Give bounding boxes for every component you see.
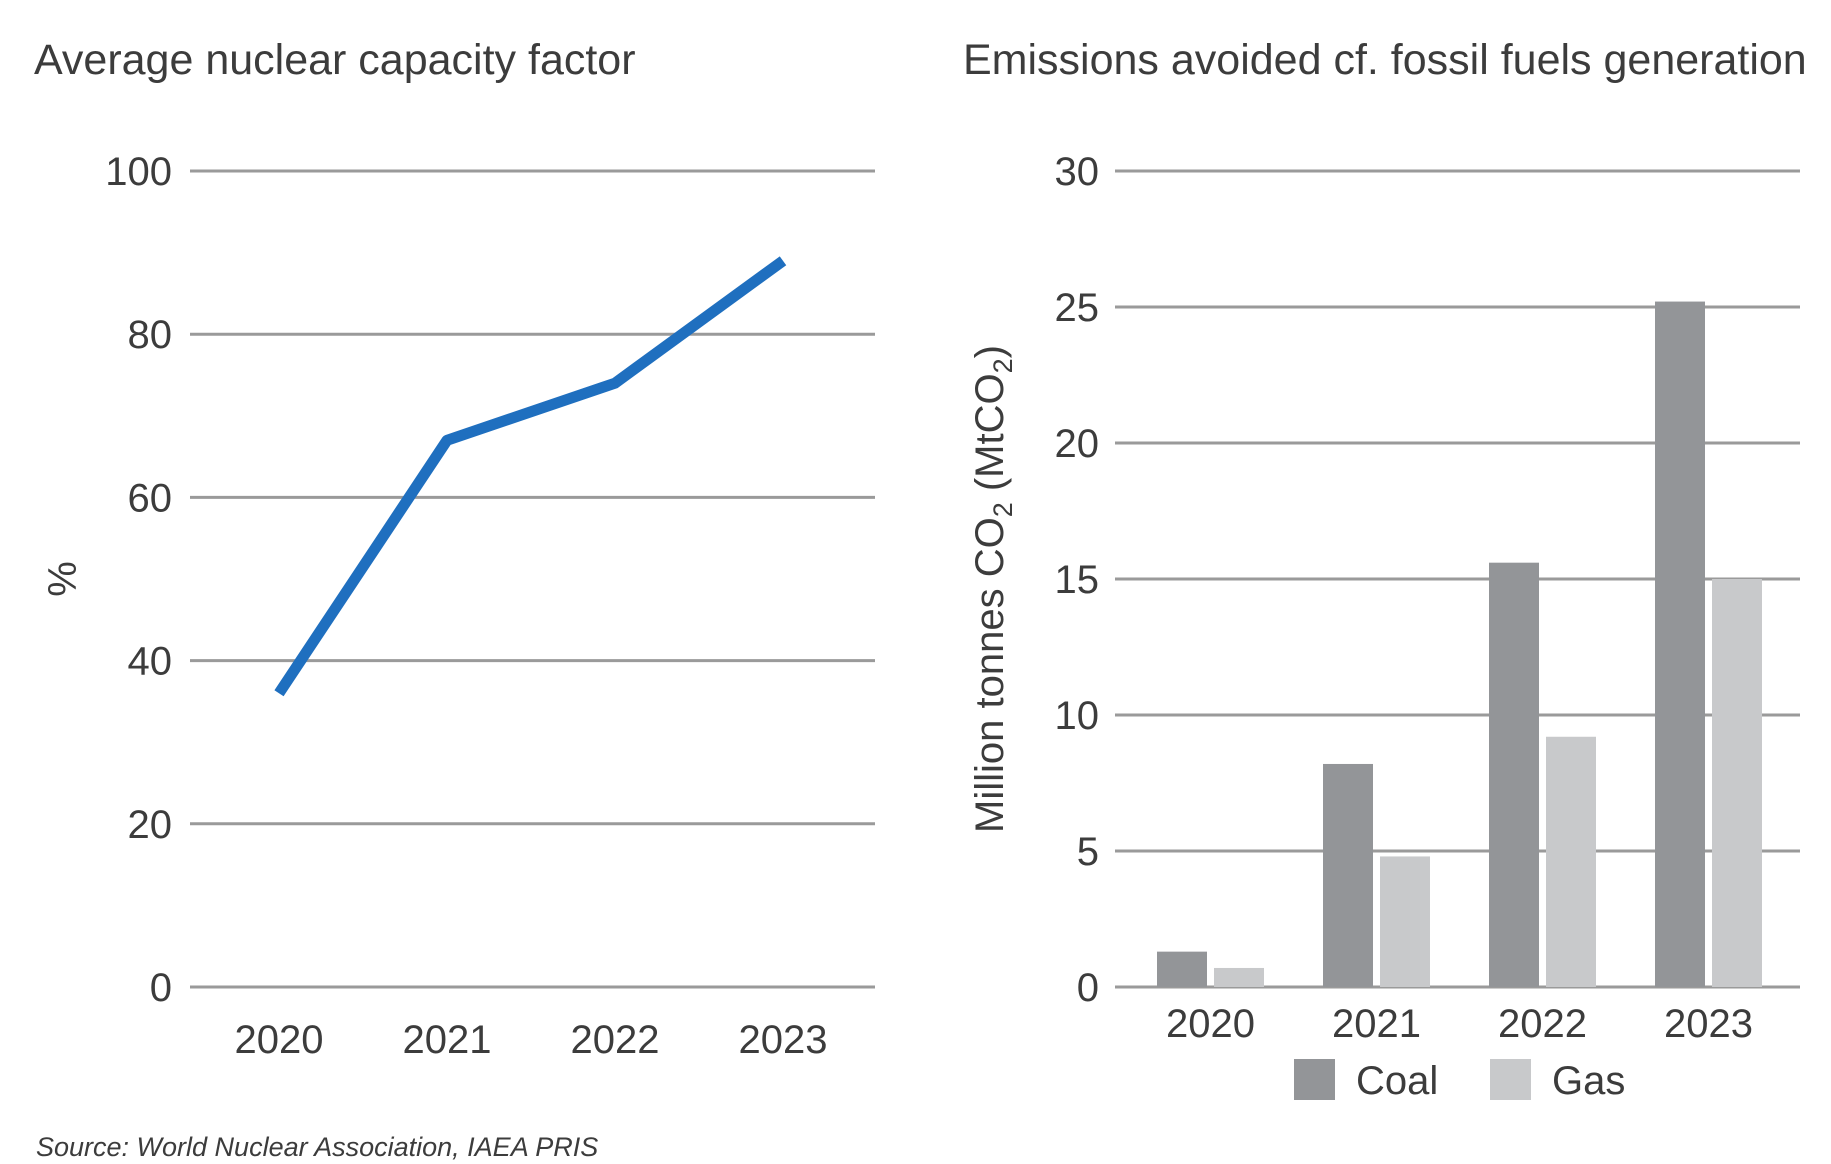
emissions-bars <box>1157 301 1762 987</box>
x-tick-label: 2022 <box>571 1018 660 1062</box>
x-tick-label: 2021 <box>403 1018 492 1062</box>
emissions-avoided-title: Emissions avoided cf. fossil fuels gener… <box>963 36 1807 84</box>
emissions-y-ticks: 0 5 10 15 20 25 30 <box>1055 150 1100 1010</box>
capacity-factor-gridlines <box>190 169 875 989</box>
y-tick-label: 100 <box>105 150 172 194</box>
y-tick-label: 10 <box>1055 694 1100 738</box>
y-tick-label: 60 <box>128 476 173 520</box>
capacity-factor-y-ticks: 0 20 40 60 80 100 <box>105 150 172 1010</box>
x-tick-label: 2023 <box>739 1018 828 1062</box>
ylabel-subscript: 2 <box>988 358 1018 373</box>
y-tick-label: 30 <box>1055 150 1100 194</box>
source-note: Source: World Nuclear Association, IAEA … <box>36 1132 598 1162</box>
x-tick-label: 2020 <box>1166 1002 1255 1046</box>
emissions-avoided-chart: Emissions avoided cf. fossil fuels gener… <box>963 36 1807 1103</box>
capacity-factor-y-axis-label: % <box>41 561 85 597</box>
y-tick-label: 25 <box>1055 286 1100 330</box>
y-tick-label: 80 <box>128 313 173 357</box>
y-tick-label: 15 <box>1055 558 1100 602</box>
bar-gas <box>1546 736 1596 987</box>
ylabel-subscript: 2 <box>988 502 1018 517</box>
y-tick-label: 0 <box>1077 966 1099 1010</box>
bar-gas <box>1214 967 1264 987</box>
x-tick-label: 2022 <box>1498 1002 1587 1046</box>
ylabel-part: ) <box>968 345 1012 358</box>
ylabel-part: (MtCO <box>968 373 1012 502</box>
bar-coal <box>1655 301 1705 987</box>
legend-swatch-gas <box>1490 1059 1531 1100</box>
legend-swatch-coal <box>1294 1059 1335 1100</box>
capacity-factor-title: Average nuclear capacity factor <box>34 36 636 84</box>
legend-label-gas: Gas <box>1552 1059 1625 1103</box>
bar-coal <box>1157 951 1207 987</box>
bar-gas <box>1712 579 1762 987</box>
y-tick-label: 0 <box>150 966 172 1010</box>
capacity-factor-series <box>274 256 787 697</box>
x-tick-label: 2023 <box>1664 1002 1753 1046</box>
y-tick-label: 40 <box>128 640 173 684</box>
ylabel-part: Million tonnes CO <box>968 517 1012 833</box>
emissions-x-ticks: 2020 2021 2022 2023 <box>1166 1002 1753 1046</box>
x-tick-label: 2020 <box>235 1018 324 1062</box>
bar-gas <box>1380 856 1430 987</box>
y-tick-label: 20 <box>128 803 173 847</box>
bar-coal <box>1489 562 1539 987</box>
bar-coal <box>1323 763 1373 987</box>
emissions-y-axis-label: Million tonnes CO2 (MtCO2) <box>968 345 1018 833</box>
capacity-factor-x-ticks: 2020 2021 2022 2023 <box>235 1018 828 1062</box>
legend-label-coal: Coal <box>1356 1059 1438 1103</box>
capacity-factor-chart: Average nuclear capacity factor 0 20 40 60 8… <box>34 36 875 1062</box>
x-tick-label: 2021 <box>1332 1002 1421 1046</box>
y-tick-label: 20 <box>1055 422 1100 466</box>
y-tick-label: 5 <box>1077 830 1099 874</box>
capacity-factor-line <box>274 256 787 697</box>
emissions-legend: Coal Gas <box>1294 1059 1625 1103</box>
